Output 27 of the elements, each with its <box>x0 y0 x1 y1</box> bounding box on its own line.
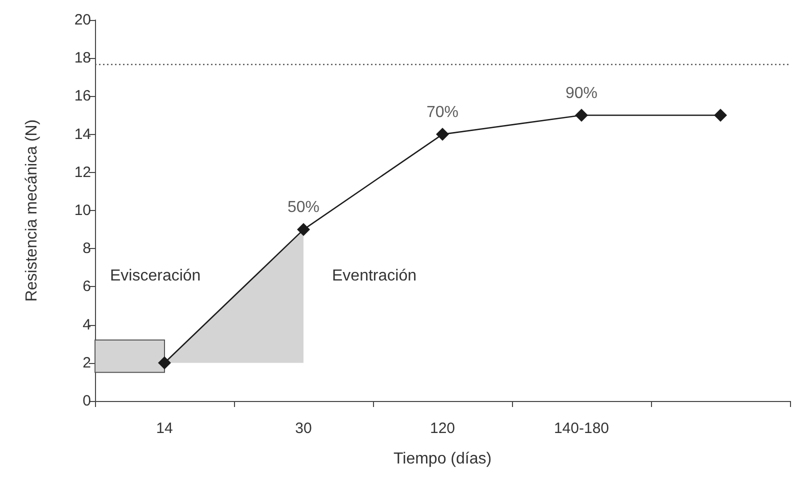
y-tick-label: 4 <box>82 316 91 334</box>
y-tick-label: 0 <box>82 392 91 410</box>
annotation: Eventración <box>332 268 416 284</box>
x-tick-label: 14 <box>156 420 173 437</box>
y-tick-label: 6 <box>82 278 91 296</box>
y-tick-label: 20 <box>74 12 91 28</box>
annotation: Evisceración <box>110 268 201 284</box>
y-tick-label: 18 <box>74 50 91 67</box>
y-tick-label: 2 <box>82 354 91 372</box>
x-axis-title: Tiempo (días) <box>393 450 492 468</box>
point <box>436 128 449 141</box>
y-axis-title: Resistencia mecánica (N) <box>24 119 40 302</box>
x-tick-label: 120 <box>430 420 456 437</box>
y-tick-label: 14 <box>74 126 91 143</box>
y-tick-label: 8 <box>82 240 91 258</box>
x-tick-label: 30 <box>295 420 312 437</box>
annotation: 70% <box>426 104 459 121</box>
point <box>714 108 727 122</box>
y-tick-label: 16 <box>74 88 91 105</box>
annotation: 90% <box>565 84 598 102</box>
point <box>575 108 588 122</box>
point <box>158 356 171 370</box>
annotation: 50% <box>287 199 320 216</box>
x-tick-label: 140-180 <box>554 420 610 437</box>
y-tick-label: 10 <box>74 202 91 219</box>
point <box>297 223 310 236</box>
y-tick-label: 12 <box>74 164 91 181</box>
